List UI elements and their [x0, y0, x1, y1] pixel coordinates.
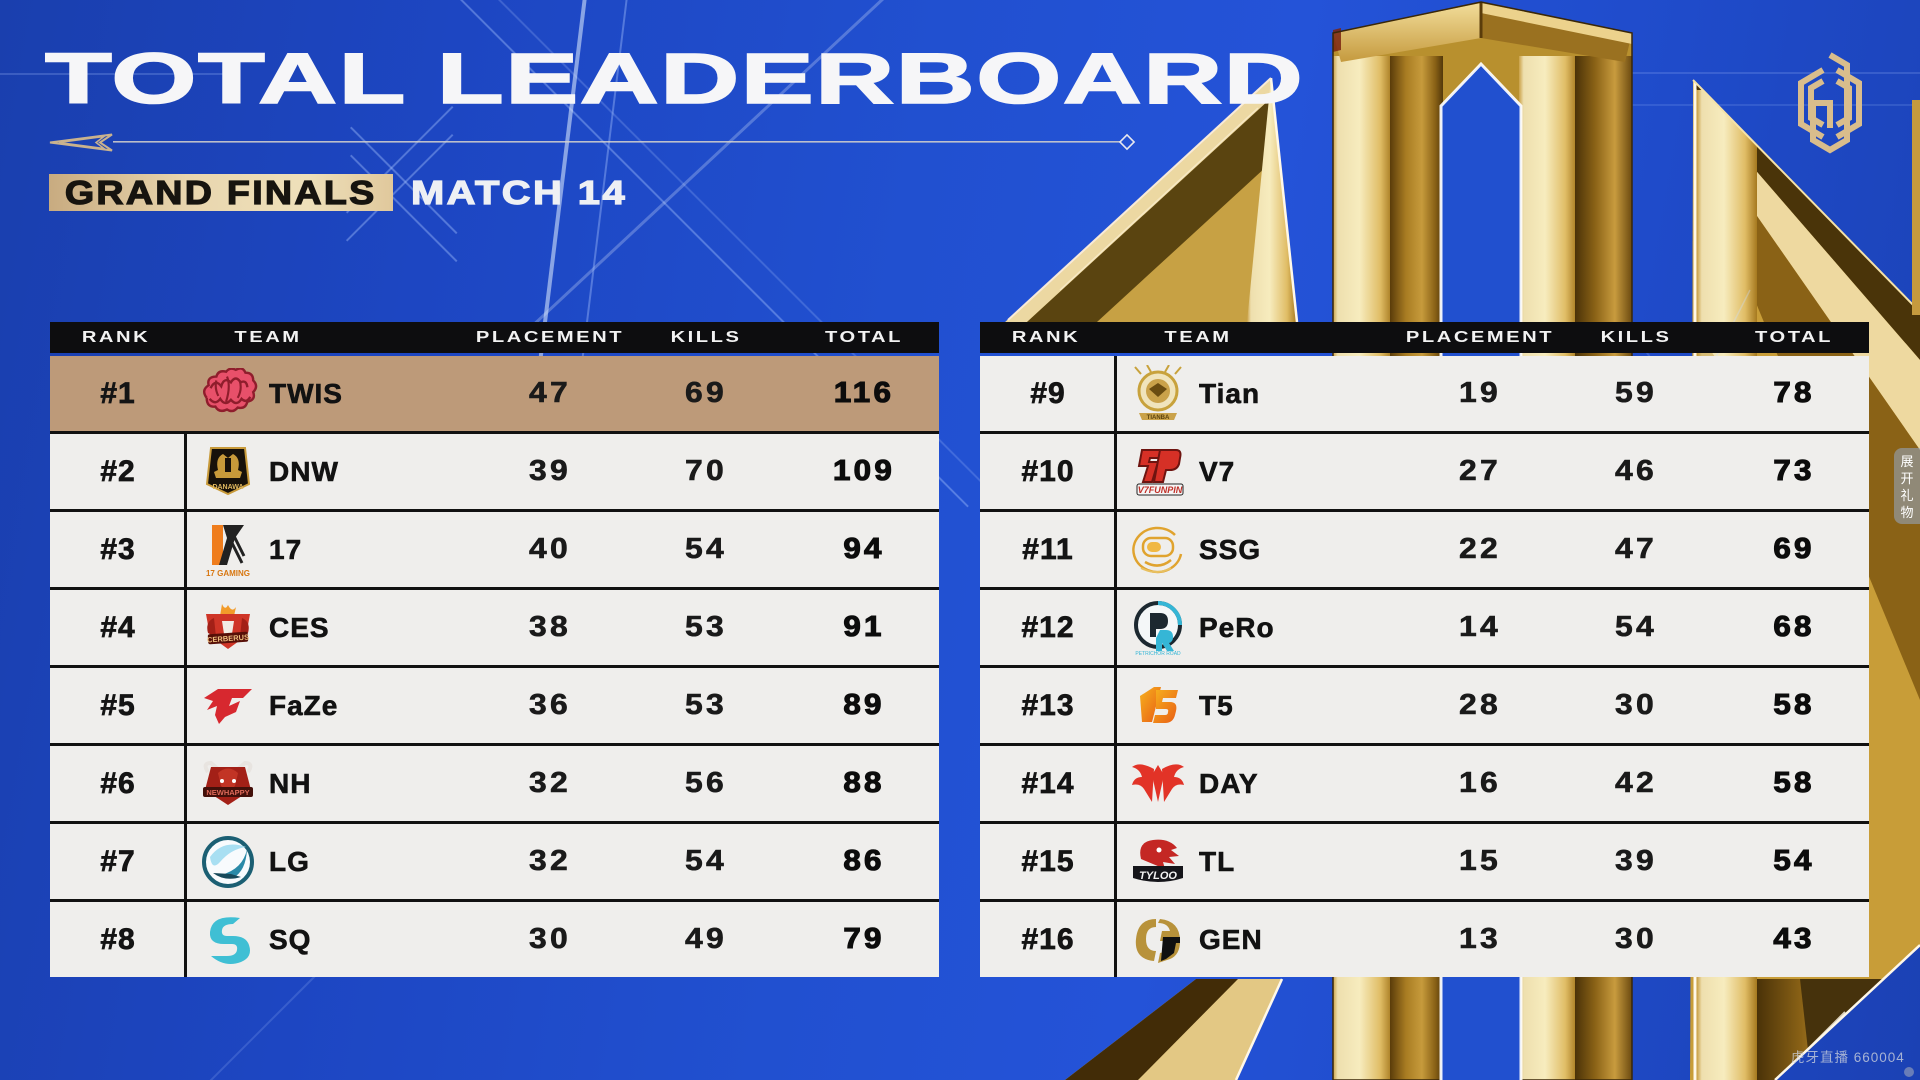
svg-text:TYLOO: TYLOO	[1139, 870, 1177, 882]
svg-text:DANAWA: DANAWA	[212, 484, 243, 491]
svg-text:17 GAMING: 17 GAMING	[206, 569, 250, 578]
svg-text:CERBERUS: CERBERUS	[207, 632, 250, 644]
svg-text:PETRICHOR ROAD: PETRICHOR ROAD	[1135, 651, 1181, 657]
svg-text:TIANBA: TIANBA	[1147, 415, 1170, 421]
svg-text:V7FUNPIN: V7FUNPIN	[1138, 485, 1183, 495]
svg-text:NEWHAPPY: NEWHAPPY	[206, 788, 249, 797]
